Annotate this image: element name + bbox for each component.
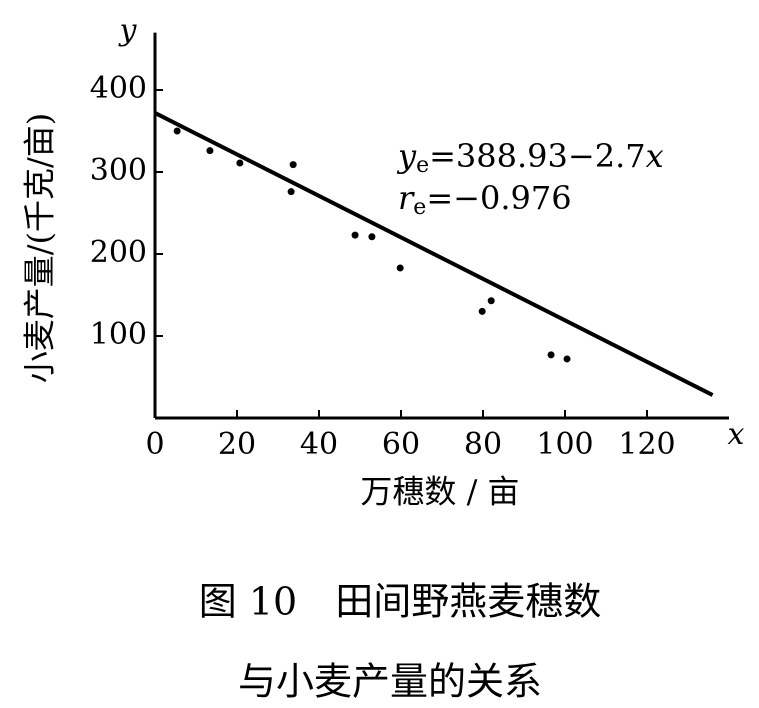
point bbox=[547, 351, 555, 359]
point bbox=[396, 264, 404, 272]
y-tick-label: 300 bbox=[90, 153, 147, 188]
eq-x: x bbox=[646, 137, 664, 175]
x-axis-symbol: x bbox=[728, 417, 745, 452]
point bbox=[287, 188, 295, 196]
x-tick-label: 20 bbox=[218, 427, 256, 462]
y-tick-label: 100 bbox=[90, 317, 147, 352]
point bbox=[563, 355, 571, 363]
r-rest: =−0.976 bbox=[426, 179, 571, 217]
eq-sub: e bbox=[416, 153, 429, 178]
point bbox=[289, 161, 297, 169]
x-tick-label: 60 bbox=[382, 427, 420, 462]
x-tick-label: 120 bbox=[618, 427, 675, 462]
caption-line: 图 10 田间野燕麦穗数 bbox=[199, 580, 601, 624]
fit-line bbox=[154, 111, 714, 397]
y-tick-label: 400 bbox=[90, 71, 147, 106]
x-tick-label: 80 bbox=[464, 427, 502, 462]
point bbox=[478, 307, 486, 315]
x-tick-label: 40 bbox=[300, 427, 338, 462]
eq-rest: =388.93−2.7 bbox=[429, 137, 645, 175]
point bbox=[351, 231, 359, 239]
y-axis-symbol: y bbox=[118, 13, 138, 48]
equation: ye=388.93−2.7x bbox=[396, 137, 664, 179]
r-sub: e bbox=[413, 195, 426, 220]
point bbox=[173, 127, 181, 135]
r-var: r bbox=[398, 179, 415, 217]
x-tick-label: 100 bbox=[536, 427, 593, 462]
x-tick-label: 0 bbox=[145, 427, 164, 462]
x-axis-label: 万穗数 / 亩 bbox=[360, 473, 519, 511]
caption-line: 与小麦产量的关系 bbox=[238, 660, 542, 704]
eq-var: y bbox=[396, 137, 417, 175]
point bbox=[206, 147, 214, 155]
y-axis-label: 小麦产量/(千克/亩) bbox=[21, 113, 59, 384]
point bbox=[236, 159, 244, 167]
point bbox=[368, 233, 376, 241]
point bbox=[487, 297, 495, 305]
y-tick-label: 200 bbox=[90, 235, 147, 270]
correlation: re=−0.976 bbox=[398, 179, 572, 221]
